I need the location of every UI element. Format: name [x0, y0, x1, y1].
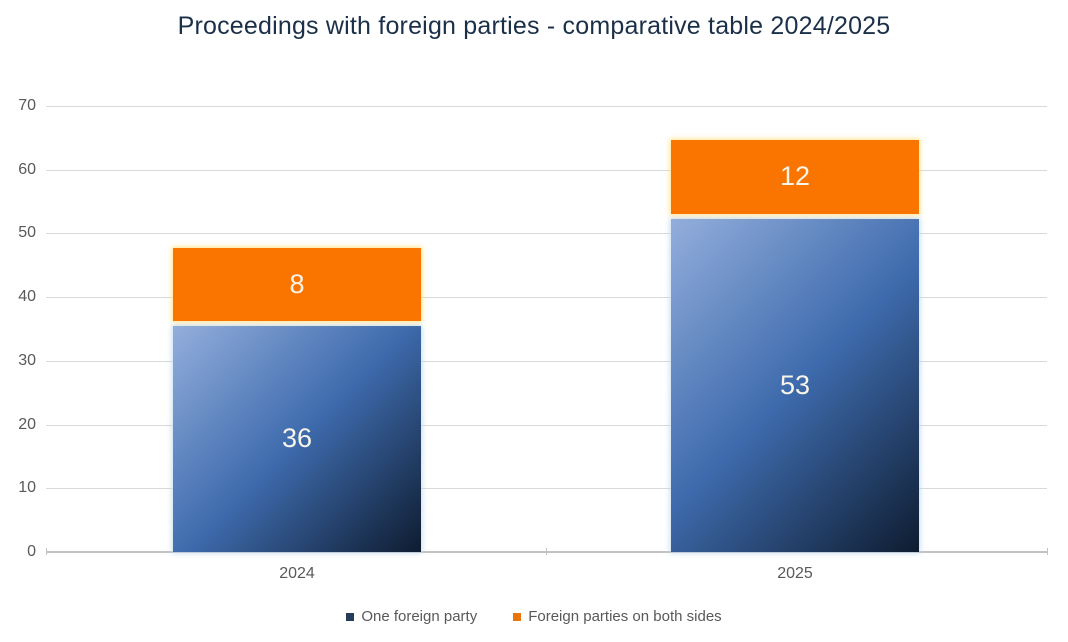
y-axis-tick-label-40: 40 [18, 288, 36, 306]
x-axis-tick-2 [1047, 548, 1048, 555]
value-label-2024-one-foreign-party: 36 [281, 423, 313, 454]
gridline-y-50 [46, 233, 1047, 235]
y-axis-tick-label-70: 70 [18, 97, 36, 114]
y-axis-tick-label-20: 20 [18, 415, 36, 433]
legend-marker-one-foreign-party [346, 612, 355, 621]
legend-marker-foreign-parties-on-both-sides [513, 612, 522, 621]
x-axis-category-label-2024: 2024 [279, 565, 315, 582]
bar-segment-2025-foreign-parties-on-both-sides: 12 [671, 139, 919, 214]
legend-label-foreign-parties-on-both-sides: Foreign parties on both sides [528, 608, 722, 625]
value-label-2025-one-foreign-party: 53 [779, 369, 811, 400]
legend-label-one-foreign-party: One foreign party [361, 608, 478, 625]
bar-segment-2024-foreign-parties-on-both-sides: 8 [173, 248, 421, 322]
y-axis-tick-label-0: 0 [27, 543, 36, 560]
y-axis-tick-label-30: 30 [18, 351, 36, 369]
gridline-y-20 [46, 424, 1047, 426]
legend-item-one-foreign-party: One foreign party [346, 608, 477, 625]
value-label-2025-foreign-parties-on-both-sides: 12 [779, 161, 811, 192]
x-axis-tick-1 [546, 548, 547, 555]
gridline-y-70 [46, 106, 1047, 107]
bar-segment-2025-one-foreign-party: 53 [671, 218, 919, 552]
y-axis-tick-label-10: 10 [18, 479, 36, 497]
legend-item-foreign-parties-on-both-sides: Foreign parties on both sides [513, 608, 722, 625]
chart-title: Proceedings with foreign parties - compa… [177, 12, 891, 40]
x-axis-tick-0 [46, 548, 47, 555]
gridline-y-40 [46, 297, 1047, 299]
value-label-2024-foreign-parties-on-both-sides: 8 [289, 269, 305, 300]
gridline-y-30 [46, 360, 1047, 362]
gridline-y-60 [46, 169, 1047, 171]
x-axis-category-label-2025: 2025 [777, 565, 813, 582]
y-axis-tick-label-60: 60 [18, 160, 36, 178]
y-axis-tick-label-50: 50 [18, 224, 36, 242]
gridline-y-10 [46, 488, 1047, 490]
legend: One foreign party Foreign parties on both… [0, 608, 1068, 625]
bar-segment-2024-one-foreign-party: 36 [173, 325, 421, 552]
